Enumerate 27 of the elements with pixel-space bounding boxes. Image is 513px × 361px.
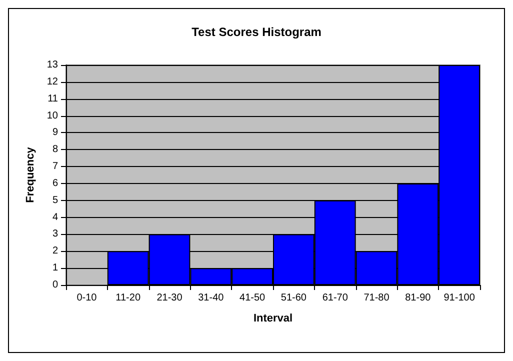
x-tick-label: 81-90 (405, 292, 432, 304)
y-tick-label: 5 (52, 194, 58, 206)
y-tick-label: 6 (52, 178, 58, 189)
x-tick-label: 71-80 (364, 292, 390, 304)
y-tick-label: 13 (46, 60, 58, 70)
y-tick-label: 1 (52, 262, 58, 274)
y-tick-label: 8 (52, 144, 58, 156)
y-tick-label: 7 (52, 161, 58, 172)
y-tick-label: 12 (46, 76, 58, 88)
x-tick-label: 51-60 (280, 292, 307, 304)
chart-title: Test Scores Histogram (192, 25, 322, 39)
y-tick-label: 2 (52, 246, 58, 257)
y-tick-label: 11 (48, 93, 58, 104)
x-axis-title: Interval (253, 312, 293, 324)
x-tick-label: 91-100 (444, 292, 476, 304)
y-tick-label: 9 (52, 127, 58, 138)
x-tick-label: 61-70 (322, 292, 348, 304)
y-tick-label: 3 (52, 228, 58, 240)
x-tick-label: 21-30 (156, 292, 183, 304)
x-tick-label: 41-50 (240, 292, 266, 304)
x-tick-label: 31-40 (198, 292, 224, 304)
x-tick-label: 11-20 (116, 292, 141, 304)
y-tick-label: 10 (46, 110, 58, 122)
x-tick-label: 0-10 (76, 292, 98, 304)
y-tick-label: 0 (52, 280, 58, 290)
y-tick-label: 4 (52, 212, 58, 223)
y-axis-title: Frequency (24, 146, 36, 203)
